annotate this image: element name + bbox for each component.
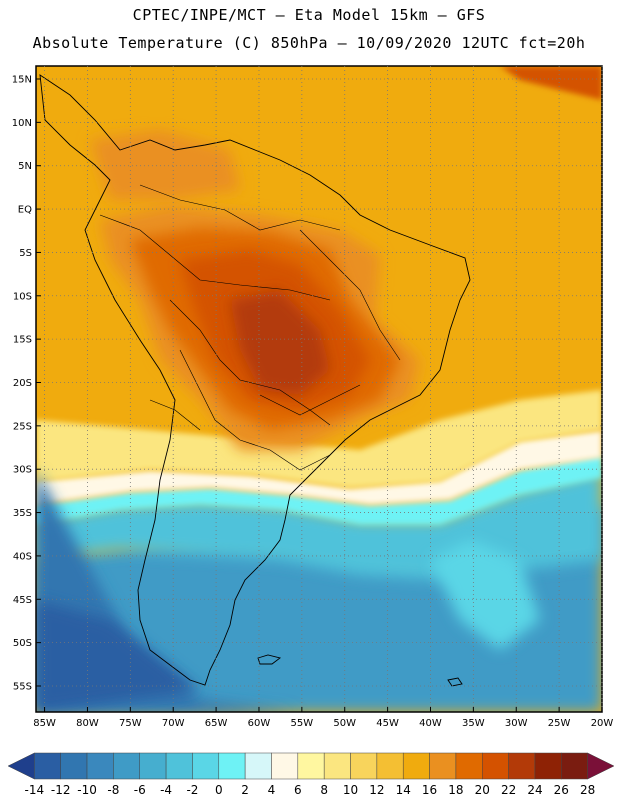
- colorbar-bin: [139, 752, 167, 780]
- lon-label: 60W: [248, 718, 271, 729]
- lon-label: 40W: [419, 718, 442, 729]
- colorbar-bin: [218, 752, 246, 780]
- lon-label: 25W: [548, 718, 571, 729]
- colorbar-label: 8: [320, 783, 328, 797]
- lat-label: 20S: [13, 378, 32, 389]
- title-line-2: Absolute Temperature (C) 850hPa — 10/09/…: [32, 34, 586, 52]
- lon-label: 85W: [33, 718, 56, 729]
- lat-label: 5S: [19, 248, 32, 259]
- colorbar-bin: [271, 752, 299, 780]
- lat-label: 10S: [13, 291, 32, 302]
- colorbar: -14 -12 -10 -8 -6 -4 -2 0 2 4 6 8 10 12 14 16 18 20 22 24 26…: [7, 752, 615, 797]
- colorbar-label: -10: [77, 783, 97, 797]
- lon-label: 45W: [376, 718, 399, 729]
- colorbar-bin: [323, 752, 351, 780]
- lat-label: 40S: [13, 551, 32, 562]
- colorbar-label: 4: [268, 783, 276, 797]
- lat-label: 55S: [13, 681, 32, 692]
- colorbar-bin: [192, 752, 220, 780]
- colorbar-bin: [482, 752, 509, 780]
- lon-label: 70W: [162, 718, 185, 729]
- colorbar-bin: [7, 752, 35, 780]
- colorbar-bin: [244, 752, 272, 780]
- lon-label: 80W: [76, 718, 99, 729]
- lat-label: 5N: [18, 161, 32, 172]
- colorbar-label: -12: [51, 783, 71, 797]
- colorbar-label: 22: [501, 783, 516, 797]
- colorbar-bin: [113, 752, 140, 780]
- colorbar-label: 2: [241, 783, 249, 797]
- colorbar-bin: [86, 752, 114, 780]
- colorbar-label: 6: [294, 783, 302, 797]
- colorbar-label: 20: [475, 783, 490, 797]
- colorbar-bin: [297, 752, 325, 780]
- colorbar-label: 18: [448, 783, 463, 797]
- colorbar-label: -2: [186, 783, 198, 797]
- lat-label: 15N: [12, 75, 32, 86]
- lat-label: EQ: [18, 205, 32, 216]
- latitude-labels: 15N 10N 5N EQ 5S 10S 15S 20S 25S 30S 35S 40S 45S 50S 5…: [12, 75, 41, 692]
- colorbar-bin: [429, 752, 457, 780]
- longitude-labels: 85W 80W 75W 70W 65W 60W 55W 50W 45W 40W 35W 30W 25W 2…: [33, 707, 613, 729]
- colorbar-label: 26: [554, 783, 569, 797]
- lon-label: 20W: [591, 718, 614, 729]
- lat-label: 30S: [13, 465, 32, 476]
- colorbar-label: 0: [215, 783, 223, 797]
- lat-label: 50S: [13, 638, 32, 649]
- colorbar-bin: [508, 752, 536, 780]
- colorbar-bin: [350, 752, 378, 780]
- colorbar-label: 14: [396, 783, 411, 797]
- coastlines: [39, 74, 471, 687]
- colorbar-bin: [587, 752, 615, 780]
- colorbar-bin: [60, 752, 88, 780]
- colorbar-bin: [534, 752, 562, 780]
- colorbar-label: -4: [160, 783, 172, 797]
- political-borders: [99, 184, 401, 471]
- lat-label: 15S: [13, 335, 32, 346]
- colorbar-bin: [376, 752, 404, 780]
- colorbar-bin: [561, 752, 588, 780]
- lon-label: 65W: [205, 718, 228, 729]
- lon-label: 35W: [462, 718, 485, 729]
- colorbar-label: 12: [369, 783, 384, 797]
- colorbar-label: -14: [25, 783, 45, 797]
- colorbar-label: 10: [343, 783, 358, 797]
- colorbar-label: -6: [134, 783, 146, 797]
- colorbar-bin: [402, 752, 430, 780]
- lat-label: 45S: [13, 595, 32, 606]
- lon-label: 75W: [119, 718, 142, 729]
- colorbar-bin: [34, 752, 61, 780]
- lon-label: 55W: [291, 718, 314, 729]
- colorbar-label: 24: [527, 783, 542, 797]
- lon-label: 50W: [333, 718, 356, 729]
- colorbar-label: 28: [580, 783, 595, 797]
- colorbar-bin: [455, 752, 483, 780]
- colorbar-label: -8: [107, 783, 119, 797]
- title-line-1: CPTEC/INPE/MCT — Eta Model 15km — GFS: [132, 6, 486, 24]
- lat-label: 35S: [13, 508, 32, 519]
- lon-label: 30W: [505, 718, 528, 729]
- temperature-field: [36, 66, 602, 712]
- map-frame: [35, 65, 603, 713]
- lat-label: 10N: [12, 118, 32, 129]
- colorbar-label: 16: [422, 783, 437, 797]
- colorbar-bin: [165, 752, 193, 780]
- lat-label: 25S: [13, 421, 32, 432]
